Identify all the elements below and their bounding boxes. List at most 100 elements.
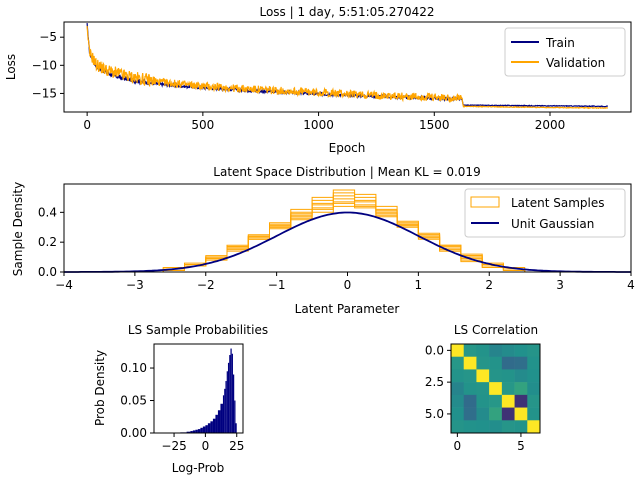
prob-y-tick-label-1: 0.05	[120, 394, 147, 408]
heatmap-cell-4-0	[451, 394, 465, 408]
loss-series-line-1	[86, 25, 609, 110]
probability-bar-21	[227, 362, 230, 433]
latent-x-tick-label-0: −4	[55, 278, 73, 292]
latent-ticks: −4 −3 −2 −1 0 1 2 3 4 0.0 0.2 0.4	[38, 205, 635, 292]
ls-probabilities-y-axis-label: Prob Density	[93, 350, 107, 426]
probability-bar-7	[197, 429, 201, 433]
loss-x-tick-label-0: 0	[83, 118, 91, 132]
heatmap-cell-4-1	[463, 394, 477, 408]
heatmap-cell-5-5	[514, 407, 528, 421]
heatmap-cell-2-2	[476, 369, 490, 383]
probability-bar-26	[234, 400, 236, 433]
latent-legend-box	[464, 188, 626, 238]
probability-bar-6	[195, 429, 198, 433]
probability-bar-4	[190, 431, 193, 433]
latent-chart-title: Latent Space Distribution | Mean KL = 0.…	[213, 165, 480, 179]
heatmap-cell-0-1	[463, 344, 477, 358]
probability-bar-15	[217, 410, 221, 433]
heatmap-cell-2-3	[489, 369, 503, 383]
latent-legend: Latent Samples Unit Gaussian	[464, 188, 626, 238]
prob-y-tick-label-0: 0.00	[120, 426, 147, 440]
latent-x-tick-label-4: 0	[344, 278, 352, 292]
heatmap-cell-4-3	[489, 394, 503, 408]
latent-chart: Latent Space Distribution | Mean KL = 0.…	[11, 165, 635, 316]
latent-x-tick-label-8: 4	[627, 278, 635, 292]
heatmap-cell-6-5	[514, 420, 528, 434]
corr-x-tick-label-1: 5	[517, 439, 525, 453]
heatmap-cell-1-1	[463, 356, 477, 370]
heatmap-cell-0-5	[514, 344, 528, 358]
latent-histogram-5	[162, 201, 526, 272]
heatmap-cell-6-3	[489, 420, 503, 434]
loss-x-tick-label-2: 1000	[303, 118, 334, 132]
heatmap-cell-2-1	[463, 369, 477, 383]
ls-probabilities-plot-area	[167, 348, 237, 433]
loss-chart-title: Loss | 1 day, 5:51:05.270422	[259, 5, 434, 19]
probability-bar-19	[225, 381, 227, 433]
corr-y-tick-label-2: 5.0	[425, 407, 444, 421]
heatmap-cell-5-1	[463, 407, 477, 421]
loss-y-tick-label-1: −10	[32, 58, 57, 72]
ls-probabilities-axes-frame	[153, 343, 244, 434]
heatmap-cell-5-3	[489, 407, 503, 421]
heatmap-cell-3-5	[514, 382, 528, 396]
prob-x-tick-label-0: −25	[161, 439, 186, 453]
latent-y-tick-label-0: 0.0	[38, 265, 57, 279]
latent-x-tick-label-1: −3	[126, 278, 144, 292]
heatmap-cell-0-2	[476, 344, 490, 358]
loss-x-axis-label: Epoch	[329, 141, 366, 155]
loss-chart: Loss | 1 day, 5:51:05.270422 Epoch Loss …	[4, 5, 632, 155]
probability-bar-24	[231, 353, 233, 433]
heatmap-cell-0-4	[501, 344, 515, 358]
legend-unit-gaussian-label: Unit Gaussian	[511, 217, 594, 231]
probability-bar-17	[222, 395, 225, 433]
latent-y-tick-label-2: 0.4	[38, 205, 57, 219]
probability-bar-5	[192, 430, 196, 433]
heatmap-cell-1-4	[501, 356, 515, 370]
heatmap-cell-3-2	[476, 382, 490, 396]
heatmap-cell-0-0	[451, 344, 465, 358]
latent-x-tick-label-3: −1	[268, 278, 286, 292]
loss-y-axis-label: Loss	[4, 54, 18, 80]
corr-x-tick-label-0: 0	[454, 439, 462, 453]
ls-probabilities-ticks: −25 0 25 0.00 0.05 0.10	[120, 361, 244, 453]
latent-x-tick-label-7: 3	[556, 278, 564, 292]
heatmap-cell-5-6	[527, 407, 541, 421]
loss-y-tick-label-2: −15	[32, 86, 57, 100]
ls-probabilities-title: LS Sample Probabilities	[128, 323, 268, 337]
heatmap-cell-1-3	[489, 356, 503, 370]
latent-x-tick-label-5: 1	[415, 278, 423, 292]
probability-bar-18	[224, 388, 226, 433]
legend-train-label: Train	[545, 36, 575, 50]
ls-correlation-axes-frame	[450, 343, 541, 434]
probability-bar-25	[232, 374, 235, 433]
heatmap-cell-4-2	[476, 394, 490, 408]
heatmap-cell-5-4	[501, 407, 515, 421]
probability-bar-13	[212, 418, 216, 433]
heatmap-cell-3-3	[489, 382, 503, 396]
heatmap-cell-2-4	[501, 369, 515, 383]
probability-bar-9	[202, 426, 206, 433]
heatmap-cell-6-1	[463, 420, 477, 434]
heatmap-cell-3-0	[451, 382, 465, 396]
loss-x-tick-label-1: 500	[191, 118, 214, 132]
ls-correlation-ticks: 0 5 0.0 2.5 5.0	[425, 343, 525, 453]
loss-legend-box	[504, 27, 626, 77]
loss-legend: Train Validation	[504, 27, 626, 77]
ls-correlation-heatmap	[451, 344, 541, 434]
probability-bar-14	[215, 414, 218, 433]
unit-gaussian-curve	[64, 211, 631, 273]
heatmap-cell-5-2	[476, 407, 490, 421]
heatmap-cell-5-0	[451, 407, 465, 421]
heatmap-cell-3-4	[501, 382, 515, 396]
prob-x-tick-label-2: 25	[229, 439, 244, 453]
ls-correlation-title: LS Correlation	[454, 323, 538, 337]
heatmap-cell-2-5	[514, 369, 528, 383]
latent-y-axis-label: Sample Density	[11, 182, 25, 276]
heatmap-cell-1-6	[527, 356, 541, 370]
probability-bar-11	[207, 423, 211, 433]
probability-bar-27	[235, 423, 237, 433]
loss-plot-area	[86, 23, 609, 110]
heatmap-cell-6-0	[451, 420, 465, 434]
probability-bar-22	[229, 355, 231, 433]
